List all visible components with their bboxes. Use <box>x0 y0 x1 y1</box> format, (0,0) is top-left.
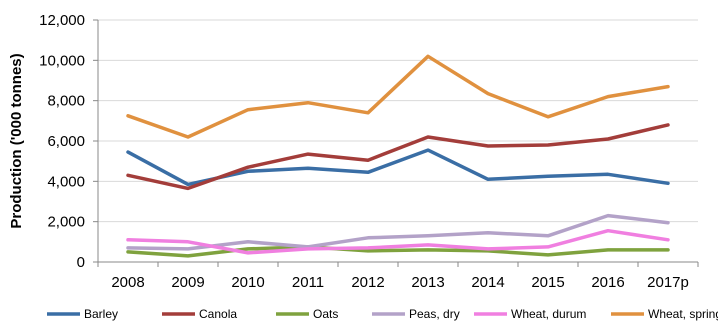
y-tick-label: 2,000 <box>47 214 85 231</box>
x-tick-label: 2013 <box>411 274 444 291</box>
legend-label-oats: Oats <box>313 307 338 321</box>
y-tick-label: 4,000 <box>47 173 85 190</box>
axes <box>93 19 699 267</box>
legend: Barley Canola Oats Peas, dry Wheat, durum Whe… <box>47 307 718 321</box>
x-tick-label: 2010 <box>231 274 264 291</box>
legend-label-canola: Canola <box>199 307 237 321</box>
series-line-wheat-durum <box>126 228 670 255</box>
x-tick-label: 2015 <box>531 274 564 291</box>
x-tick-label: 2012 <box>351 274 384 291</box>
x-tick-label: 2016 <box>591 274 624 291</box>
series-line-wheat-spring <box>126 54 670 139</box>
series-lines <box>126 54 670 258</box>
y-tick-label: 6,000 <box>47 133 85 150</box>
y-tick-label: 10,000 <box>39 52 85 69</box>
x-tick-label: 2009 <box>171 274 204 291</box>
x-tick-label: 2011 <box>292 274 324 291</box>
series-line-oats <box>126 245 670 258</box>
x-tick-label: 2014 <box>471 274 504 291</box>
legend-label-wheat-spring: Wheat, spring <box>648 307 718 321</box>
y-axis-title: Production ('000 tonnes) <box>8 53 25 228</box>
tick-labels: 0 2,000 4,000 6,000 8,000 10,000 12,000 2008 200… <box>39 12 689 291</box>
legend-label-peas-dry: Peas, dry <box>409 307 460 321</box>
gridlines <box>98 19 698 223</box>
x-tick-label: 2008 <box>111 274 144 291</box>
y-tick-label: 0 <box>77 254 85 271</box>
y-tick-label: 8,000 <box>47 93 85 110</box>
y-tick-label: 12,000 <box>39 12 85 29</box>
x-tick-label: 2017p <box>647 274 689 291</box>
legend-label-barley: Barley <box>84 307 118 321</box>
series-line-canola <box>126 123 670 191</box>
legend-label-wheat-durum: Wheat, durum <box>511 307 586 321</box>
series-line-peas-dry <box>126 213 670 251</box>
